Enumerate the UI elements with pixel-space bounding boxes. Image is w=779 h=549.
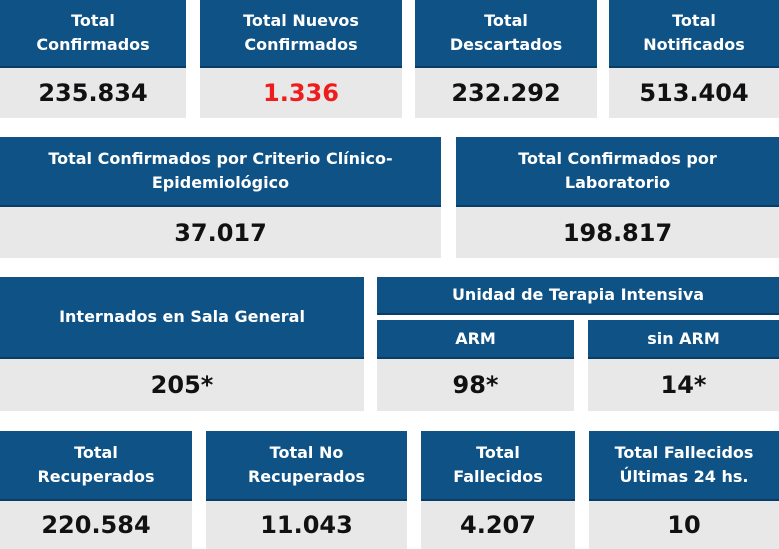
card-header: sin ARM (588, 320, 779, 359)
card-label: sin ARM (647, 328, 720, 348)
card-value: 37.017 (0, 207, 441, 258)
card-value: 11.043 (206, 501, 407, 549)
card-header: Total No Recuperados (206, 431, 407, 501)
card-value: 1.336 (200, 68, 402, 118)
card-label: Total Fallecidos Últimas 24 hs. (614, 443, 754, 486)
card-label: Total Fallecidos (453, 443, 543, 486)
card-label: ARM (455, 328, 496, 348)
card-label: Total No Recuperados (247, 443, 365, 486)
card-internados: Internados en Sala General 205* (0, 277, 364, 411)
card-criterio-clinico: Total Confirmados por Criterio Clínico- … (0, 137, 441, 258)
card-arm: ARM 98* (377, 320, 574, 411)
card-label: Total Confirmados por Laboratorio (518, 149, 717, 192)
card-header: Internados en Sala General (0, 277, 364, 359)
card-fallecidos: Total Fallecidos 4.207 (421, 431, 575, 549)
card-label: Total Recuperados (37, 443, 155, 486)
card-header: Total Fallecidos Últimas 24 hs. (589, 431, 779, 501)
card-value: 198.817 (456, 207, 779, 258)
card-header: Total Confirmados por Laboratorio (456, 137, 779, 207)
card-label: Total Nuevos Confirmados (243, 11, 359, 54)
card-value: 205* (0, 359, 364, 411)
card-label: Total Confirmados (36, 11, 150, 54)
card-no-recuperados: Total No Recuperados 11.043 (206, 431, 407, 549)
card-value: 220.584 (0, 501, 192, 549)
card-label: Internados en Sala General (59, 307, 305, 326)
card-value: 513.404 (609, 68, 779, 118)
card-total-descartados: Total Descartados 232.292 (415, 0, 597, 118)
card-header: Total Notificados (609, 0, 779, 68)
card-label: Total Confirmados por Criterio Clínico- … (48, 149, 393, 192)
card-header: Total Descartados (415, 0, 597, 68)
card-value: 10 (589, 501, 779, 549)
card-value: 4.207 (421, 501, 575, 549)
card-value: 98* (377, 359, 574, 411)
card-total-notificados: Total Notificados 513.404 (609, 0, 779, 118)
card-header: Total Nuevos Confirmados (200, 0, 402, 68)
card-value: 232.292 (415, 68, 597, 118)
card-sin-arm: sin ARM 14* (588, 320, 779, 411)
uti-title: Unidad de Terapia Intensiva (377, 277, 779, 315)
card-value: 235.834 (0, 68, 186, 118)
card-header: Total Fallecidos (421, 431, 575, 501)
card-value: 14* (588, 359, 779, 411)
card-fallecidos-24h: Total Fallecidos Últimas 24 hs. 10 (589, 431, 779, 549)
card-laboratorio: Total Confirmados por Laboratorio 198.81… (456, 137, 779, 258)
card-label: Total Notificados (643, 11, 745, 54)
card-header: Total Confirmados (0, 0, 186, 68)
uti-title-label: Unidad de Terapia Intensiva (451, 285, 705, 304)
card-total-nuevos-confirmados: Total Nuevos Confirmados 1.336 (200, 0, 402, 118)
card-total-confirmados: Total Confirmados 235.834 (0, 0, 186, 118)
card-header: ARM (377, 320, 574, 359)
card-header: Total Recuperados (0, 431, 192, 501)
card-recuperados: Total Recuperados 220.584 (0, 431, 192, 549)
card-label: Total Descartados (449, 11, 563, 54)
uti-group: Unidad de Terapia Intensiva (377, 277, 779, 411)
card-header: Total Confirmados por Criterio Clínico- … (0, 137, 441, 207)
